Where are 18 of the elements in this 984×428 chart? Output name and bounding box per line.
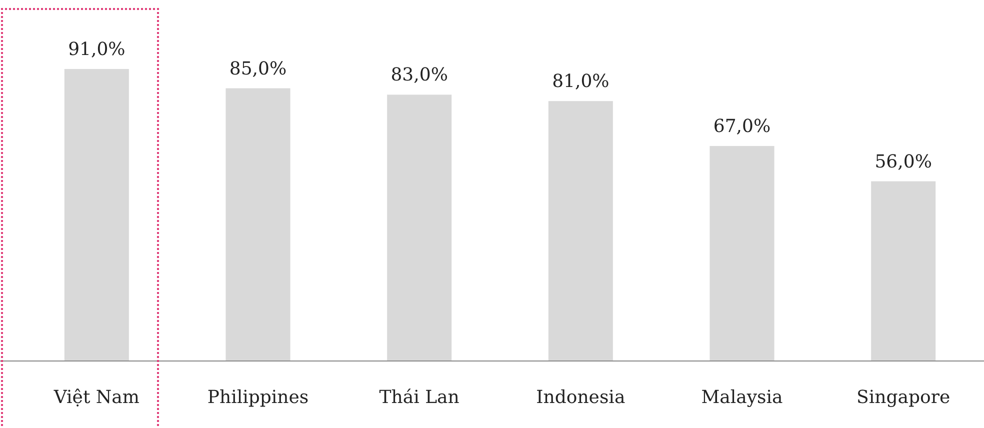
data-label: 56,0% [874,151,932,172]
bar [64,69,129,361]
data-label: 83,0% [390,64,448,86]
data-label: 85,0% [229,58,287,80]
data-label: 91,0% [68,39,126,60]
x-tick-label: Indonesia [536,387,626,408]
bar [226,88,290,361]
x-tick-label: Philippines [207,387,309,408]
bar [387,94,452,361]
data-label: 67,0% [713,116,771,138]
x-tick-label: Malaysia [701,387,784,408]
data-label: 81,0% [552,71,610,92]
x-tick-label: Singapore [856,387,950,408]
bar [710,146,774,361]
bar [871,181,936,361]
x-tick-label: Việt Nam [52,387,140,408]
x-tick-label: Thái Lan [379,387,460,408]
bar [548,101,613,361]
